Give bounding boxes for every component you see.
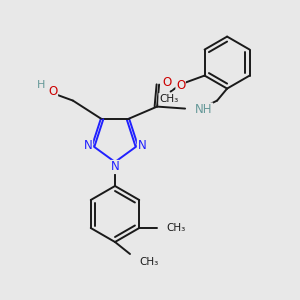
Text: N: N: [84, 139, 92, 152]
Text: O: O: [48, 85, 58, 98]
Text: O: O: [163, 76, 172, 89]
Text: NH: NH: [195, 103, 213, 116]
Text: CH₃: CH₃: [139, 257, 158, 267]
Text: N: N: [137, 139, 146, 152]
Text: N: N: [111, 160, 119, 173]
Text: H: H: [37, 80, 45, 90]
Text: CH₃: CH₃: [166, 223, 185, 233]
Text: CH₃: CH₃: [159, 94, 178, 103]
Text: O: O: [176, 79, 185, 92]
